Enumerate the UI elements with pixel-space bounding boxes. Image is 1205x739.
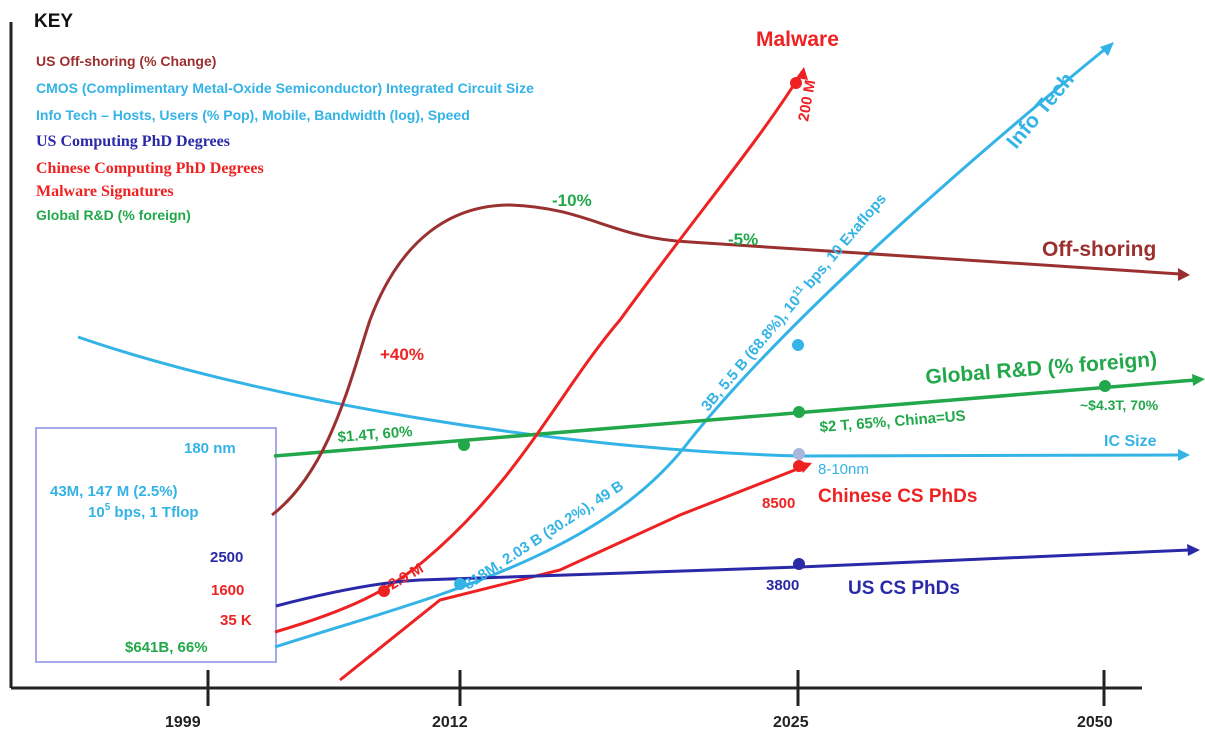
x-tick-label-2012: 2012	[432, 714, 468, 731]
annotation-global-rd-2050: ~$4.3T, 70%	[1080, 397, 1159, 413]
annotation-off-shoring-minus5: -5%	[728, 230, 758, 249]
x-tick-label-2025: 2025	[773, 714, 809, 731]
malware-point-2012	[378, 585, 390, 597]
us-phd-arrowhead	[1187, 544, 1200, 556]
global-rd-point-2050	[1099, 380, 1111, 392]
key-entry-off-shoring: US Off-shoring (% Change)	[36, 53, 216, 69]
start-value-global-rd: $641B, 66%	[125, 639, 208, 656]
chinese-phd-point-2025	[793, 460, 805, 472]
info-tech-arrowhead	[1100, 42, 1114, 56]
global-rd-arrowhead	[1192, 374, 1205, 386]
key-entry-info-tech: Info Tech – Hosts, Users (% Pop), Mobile…	[36, 107, 470, 123]
off-shoring-line	[271, 203, 1181, 517]
series-label-us-phd: US CS PhDs	[848, 578, 960, 599]
global-rd-line	[273, 378, 1196, 458]
key-entry-us-phd: US Computing PhD Degrees	[36, 133, 230, 150]
ic-size-line	[77, 335, 1181, 458]
ic-size-arrowhead	[1178, 449, 1190, 461]
annotation-malware-2012: 2.9 M	[386, 560, 427, 593]
key-entry-malware: Malware Signatures	[36, 183, 174, 200]
annotation-off-shoring-plus40: +40%	[380, 345, 424, 364]
annotation-global-rd-2025: $2 T, 65%, China=US	[819, 408, 966, 436]
malware-point-2025	[790, 77, 802, 89]
info-tech-line	[274, 43, 1111, 649]
annotation-global-rd-2012: $1.4T, 60%	[337, 423, 413, 446]
annotation-malware-2025: 200 M	[795, 79, 819, 123]
chinese-phd-line	[339, 464, 806, 682]
key-entry-chinese-phd: Chinese Computing PhD Degrees	[36, 160, 264, 177]
global-rd-point-2025	[793, 406, 805, 418]
start-value-info-tech: 43M, 147 M (2.5%)	[50, 483, 178, 500]
info-tech-point-2012	[454, 578, 466, 590]
x-tick-label-2050: 2050	[1077, 714, 1113, 731]
annotation-chinese-phd-2025: 8500	[762, 495, 795, 512]
start-value-us-phd: 2500	[210, 549, 243, 566]
off-shoring-arrowhead	[1178, 268, 1190, 281]
series-label-global-rd: Global R&D (% foreign)	[925, 348, 1158, 389]
key-entry-cmos: CMOS (Complimentary Metal-Oxide Semicond…	[36, 80, 534, 96]
start-value-chinese-phd: 1600	[211, 582, 244, 599]
start-value-ic-size: 180 nm	[184, 440, 236, 457]
annotation-us-phd-2025: 3800	[766, 577, 799, 594]
start-value-malware: 35 K	[220, 612, 252, 629]
series-label-chinese-phd: Chinese CS PhDs	[818, 486, 977, 507]
series-label-ic-size: IC Size	[1104, 433, 1157, 450]
key-title: KEY	[34, 11, 73, 32]
series-label-malware: Malware	[756, 28, 839, 51]
info-tech-point-2025	[792, 339, 804, 351]
series-label-off-shoring: Off-shoring	[1042, 238, 1156, 261]
annotation-info-tech-2025: 3B, 5.5 B (68.8%), 1011 bps, 10 Exaflops	[697, 190, 890, 415]
start-value-info-tech-speed: 105 bps, 1 Tflop	[88, 502, 199, 521]
start-values-box	[35, 427, 277, 663]
malware-arrowhead	[796, 67, 808, 80]
us-phd-point-2025	[793, 558, 805, 570]
key-entry-global-rd: Global R&D (% foreign)	[36, 207, 191, 223]
annotation-off-shoring-minus10: -10%	[552, 191, 592, 210]
us-phd-line	[275, 548, 1191, 608]
x-tick-label-1999: 1999	[165, 714, 201, 731]
global-rd-point-2012	[458, 439, 470, 451]
series-label-info-tech: Info Tech	[1002, 68, 1079, 153]
annotation-ic-size-2025: 8-10nm	[818, 461, 869, 478]
ic-size-point-2025	[793, 448, 805, 460]
